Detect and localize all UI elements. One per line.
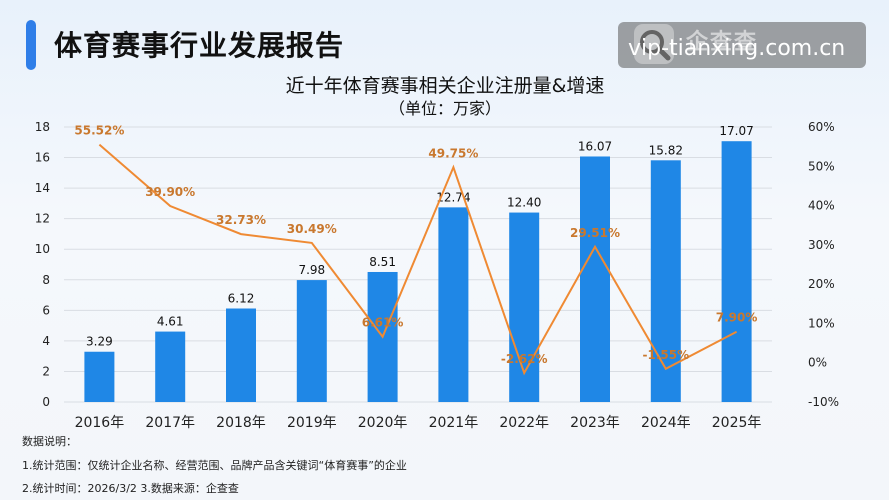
chart-subtitle: （单位：万家） [389,99,501,118]
line-value-label: 55.52% [74,124,124,138]
x-tick-label: 2025年 [712,415,762,431]
line-value-label: 29.51% [570,226,620,240]
notes-line-2: 2.统计时间：2026/3/2 3.数据来源：企查查 [22,482,239,495]
x-tick-label: 2022年 [499,415,549,431]
bar [296,280,327,402]
y2-tick-label: 10% [808,316,835,330]
line-value-label: 32.73% [216,213,266,227]
page-title: 体育赛事行业发展报告 [54,29,345,62]
watermark-url: vip-tianxing.com.cn [628,36,846,61]
bar [84,351,115,402]
bar [721,141,752,403]
bar-value-label: 8.51 [369,255,396,269]
bar-value-label: 6.12 [228,292,255,306]
x-tick-label: 2021年 [429,415,479,431]
y-tick-label: 4 [42,334,50,348]
bar-value-label: 17.07 [719,124,753,138]
x-tick-label: 2018年 [216,415,266,431]
x-tick-label: 2023年 [570,415,620,431]
line-value-label: 49.75% [428,146,478,160]
bar-value-label: 3.29 [86,335,113,349]
y2-tick-label: 40% [808,199,835,213]
y-tick-label: 2 [42,364,50,378]
y-tick-label: 12 [35,212,50,226]
y2-tick-label: 60% [808,120,835,134]
bar-value-label: 7.98 [298,263,325,277]
growth-line [98,143,738,376]
y-tick-label: 8 [42,273,50,287]
line-value-label: 30.49% [287,222,337,236]
x-tick-label: 2024年 [641,415,691,431]
y2-tick-label: 30% [808,238,835,252]
y2-tick-label: 20% [808,277,835,291]
y-tick-label: 18 [35,120,50,134]
x-tick-label: 2020年 [358,415,408,431]
line-value-label: 39.90% [145,185,195,199]
y-tick-label: 0 [42,395,50,409]
line-value-label: 6.61% [362,316,404,330]
bar [580,156,610,402]
bar-value-label: 4.61 [157,315,184,329]
bar [650,160,681,402]
line-value-label: -2.62% [501,352,548,366]
line-value-label: 7.90% [716,311,758,325]
x-tick-label: 2016年 [75,415,125,431]
bar-value-label: 16.07 [578,139,612,153]
bar [155,331,186,402]
qichacha-logo-icon [634,24,674,64]
notes-line-1: 1.统计范围：仅统计企业名称、经营范围、品牌产品含关键词“体育赛事”的企业 [22,459,407,472]
watermark-brand: 企查查 [686,30,759,55]
x-tick-label: 2019年 [287,415,337,431]
title-accent-bar [26,20,36,70]
bar-value-label: 15.82 [649,143,683,157]
y-tick-label: 6 [42,303,50,317]
bar [438,207,469,402]
line-value-label: -1.55% [642,348,689,362]
y-tick-label: 14 [35,181,50,195]
x-tick-label: 2017年 [145,415,195,431]
y2-tick-label: 0% [808,356,827,370]
bar [226,308,256,402]
notes-heading: 数据说明： [22,435,77,448]
y-tick-label: 16 [35,151,50,165]
chart-title: 近十年体育赛事相关企业注册量&增速 [286,75,605,97]
bar-value-label: 12.40 [507,196,541,210]
y-tick-label: 10 [35,242,50,256]
y2-tick-label: -10% [808,395,839,409]
y2-tick-label: 50% [808,159,835,173]
watermark: 企查查 vip-tianxing.com.cn [618,22,866,68]
